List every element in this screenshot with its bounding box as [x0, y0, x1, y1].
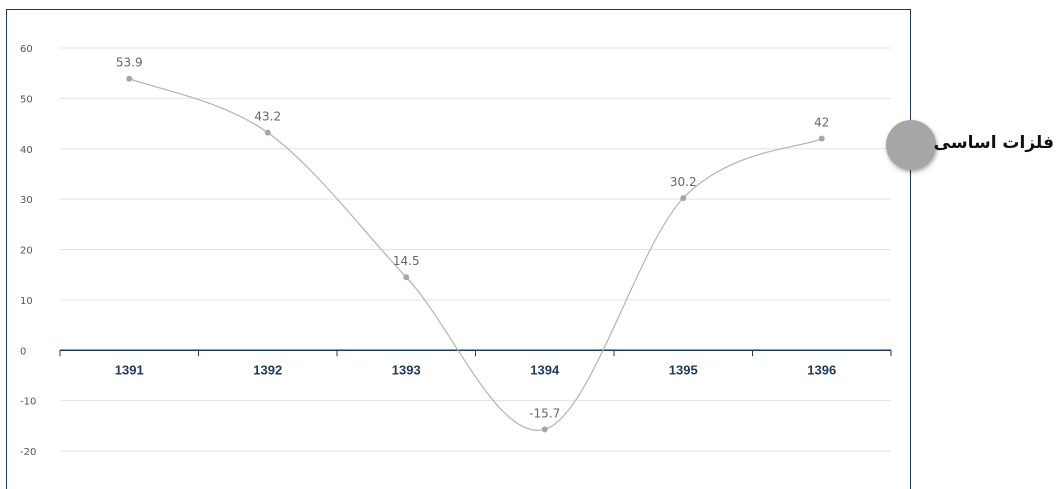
x-category-label: 1396 [807, 362, 836, 377]
data-label: -15.7 [529, 406, 560, 420]
y-tick-label: 50 [20, 94, 33, 105]
y-axis-ticks: 60 50 40 30 20 10 0 -10 -20 [20, 44, 36, 458]
x-axis: 1391 1392 1393 1394 1395 1396 [59, 349, 892, 377]
data-label: 43.2 [254, 110, 281, 124]
y-tick-label: 40 [20, 145, 33, 156]
x-category-label: 1391 [115, 362, 144, 377]
legend-label: فلزات اساسی [933, 133, 1054, 153]
x-category-label: 1394 [530, 362, 560, 377]
legend-marker [886, 120, 936, 170]
chart-frame [6, 9, 911, 489]
data-label: 14.5 [393, 254, 420, 268]
data-point[interactable] [264, 129, 271, 136]
data-point[interactable] [403, 274, 410, 281]
series-line-group [126, 75, 825, 433]
y-tick-label: 0 [20, 346, 26, 357]
data-label: 42 [814, 116, 829, 130]
gridlines [60, 47, 891, 452]
x-category-label: 1393 [392, 362, 421, 377]
data-label: 53.9 [116, 56, 143, 70]
y-tick-label: 20 [20, 246, 33, 257]
x-category-label: 1392 [253, 362, 282, 377]
data-point[interactable] [126, 75, 133, 82]
y-tick-label: -10 [20, 397, 36, 408]
y-tick-label: 10 [20, 296, 33, 307]
data-labels: 53.9 43.2 14.5 -15.7 30.2 42 [116, 56, 830, 421]
y-tick-label: -20 [20, 447, 36, 458]
data-point[interactable] [818, 135, 825, 142]
series-line [129, 78, 822, 431]
data-label: 30.2 [670, 175, 697, 189]
legend: فلزات اساسی [886, 120, 1054, 172]
y-tick-label: 60 [20, 44, 33, 55]
data-point[interactable] [541, 426, 548, 433]
x-category-label: 1395 [669, 362, 698, 377]
y-tick-label: 30 [20, 195, 33, 206]
data-point[interactable] [680, 195, 687, 202]
